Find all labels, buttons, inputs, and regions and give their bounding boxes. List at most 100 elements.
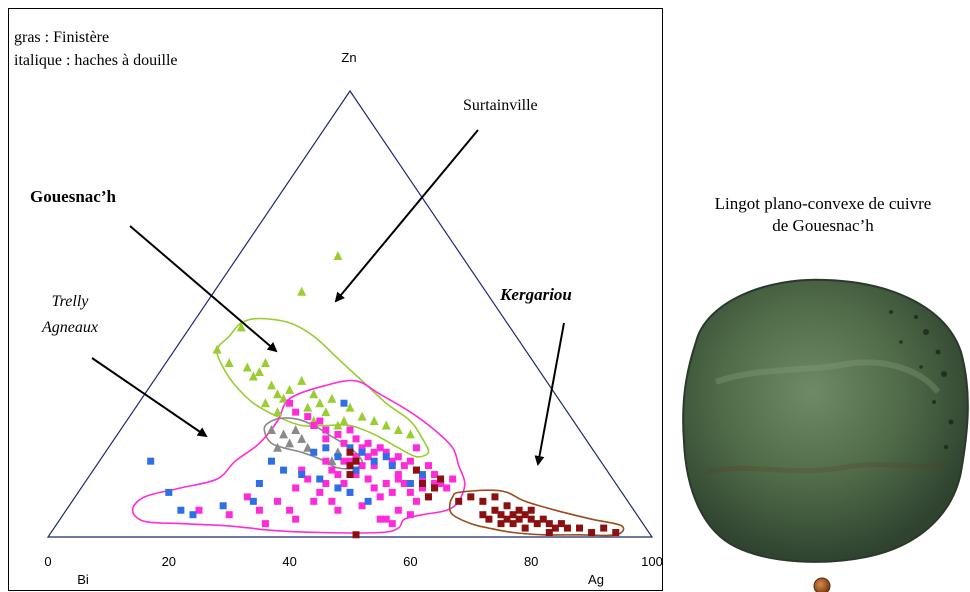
annotation-gouesnach: Gouesnac’h [30,187,117,206]
scale-coin [813,577,831,592]
square-point [316,475,324,483]
square-point [358,502,366,510]
square-point [527,506,535,514]
square-point [491,493,499,501]
square-point [225,511,233,519]
square-point [388,520,396,528]
square-point [310,497,318,505]
triangle-point [224,358,234,368]
square-point [346,457,354,465]
square-point [588,529,596,537]
square-point [316,417,324,425]
square-point [346,426,354,434]
square-point [545,529,553,537]
square-point [322,457,330,465]
square-point [292,515,300,523]
square-point [412,466,420,474]
apex-label-zn: Zn [341,50,356,65]
square-point [358,444,366,452]
square-point [255,506,263,514]
copper-ingot-photo [682,278,969,592]
triangle-point [291,424,301,434]
square-point [527,515,535,523]
square-point [485,515,493,523]
annotation-agneaux: Agneaux [41,319,98,336]
square-point [406,488,414,496]
square-point [431,484,439,492]
x-tick-label: 80 [524,554,538,569]
square-point [195,506,203,514]
square-point [292,408,300,416]
square-point [243,493,251,501]
square-point [412,497,420,505]
arrow-trelly-agneaux [91,357,208,438]
square-point [304,413,312,421]
ternary-chart: gras : Finistère italique : haches à dou… [8,8,664,592]
triangle-point [309,389,319,399]
square-point [352,457,360,465]
triangle-point [273,389,283,399]
square-point [370,484,378,492]
region-outline-0 [216,317,430,458]
annotation-kergariou: Kergariou [499,285,572,304]
square-point [600,524,608,532]
ingot-texture-2 [705,459,950,475]
square-point [177,506,185,514]
square-point [388,462,396,470]
square-point [382,448,390,456]
square-point [425,462,433,470]
square-point [334,453,342,461]
triangle-point [279,429,289,439]
square-point [322,435,330,443]
square-point [370,457,378,465]
square-point [437,479,445,487]
triangle-point [297,286,307,296]
arrow-surtainville [334,129,479,303]
square-point [412,444,420,452]
triangle-point [285,384,295,394]
square-point [394,453,402,461]
x-tick-label: 100 [641,554,663,569]
triangle-point [345,402,355,412]
square-point [346,448,354,456]
square-point [576,524,584,532]
square-point [364,475,372,483]
square-point [298,471,306,479]
square-point [352,435,360,443]
square-point [328,466,336,474]
annotation-surtainville: Surtainville [463,97,538,114]
ternary-chart-svg: gras : Finistère italique : haches à dou… [8,8,663,591]
triangle-point [248,371,258,381]
ingot-caption-line1: Lingot plano-convexe de cuivre [714,194,932,213]
square-point [388,488,396,496]
square-point [334,484,342,492]
square-point [286,506,294,514]
square-point [400,479,408,487]
corner-label-ag: Ag [588,572,604,587]
ingot-shape [682,278,969,563]
square-point [406,479,414,487]
square-point [352,466,360,474]
square-point [400,462,408,470]
triangle-point [260,398,270,408]
triangle-point [327,393,337,403]
square-point [219,502,227,510]
corner-label-bi: Bi [77,572,89,587]
square-point [467,493,475,501]
square-point [304,475,312,483]
triangle-point [333,420,343,430]
square-point [274,497,282,505]
x-tick-label: 60 [403,554,417,569]
triangle-point [297,433,307,443]
triangle-point [405,429,415,439]
legend-line-bold: gras : Finistère [14,29,109,46]
x-tick-label: 0 [44,554,51,569]
square-point [557,520,565,528]
square-point [503,502,511,510]
square-point [189,511,197,519]
triangle-point [339,416,349,426]
square-point [394,475,402,483]
square-point [509,520,517,528]
x-axis-ticks: 0 20 40 60 80 100 [44,554,662,569]
square-point [612,529,620,537]
